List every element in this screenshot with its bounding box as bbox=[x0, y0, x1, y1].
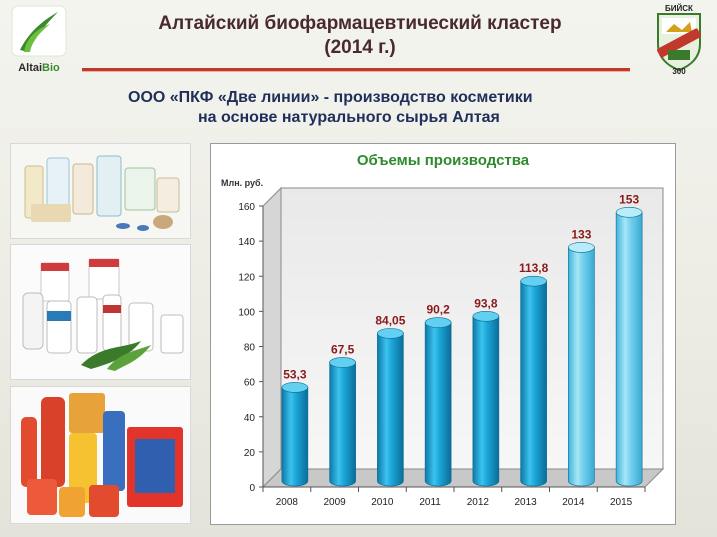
x-tick-label-2008: 2008 bbox=[276, 497, 299, 508]
product-photo-spa-line bbox=[10, 143, 191, 239]
page-title: Алтайский биофармацевтический кластер (2… bbox=[120, 12, 600, 60]
bar-cap bbox=[281, 382, 309, 393]
y-tick-label: 60 bbox=[244, 378, 256, 389]
x-tick-label-2011: 2011 bbox=[419, 497, 441, 508]
bar-cap bbox=[520, 275, 547, 287]
bar-2008 bbox=[281, 382, 309, 487]
chart-title: Объемы производства bbox=[356, 152, 530, 169]
title-line-2: (2014 г.) bbox=[324, 37, 396, 58]
product-photo-gift-sets bbox=[10, 386, 191, 524]
x-tick-label-2012: 2012 bbox=[467, 497, 490, 508]
bar-2015 bbox=[615, 206, 643, 487]
x-tick-label-2013: 2013 bbox=[515, 497, 538, 508]
y-tick-label: 20 bbox=[244, 448, 256, 459]
bar-2014 bbox=[568, 242, 595, 487]
subtitle-line-1: ООО «ПКФ «Две линии» - производство косм… bbox=[128, 89, 533, 106]
bar-cap bbox=[424, 317, 452, 328]
bar-body bbox=[329, 362, 356, 487]
plot-side-wall bbox=[262, 186, 282, 489]
emblem-bottom-text: 300 bbox=[672, 67, 686, 76]
bar-2011 bbox=[424, 317, 452, 487]
leaf-icon bbox=[11, 5, 67, 57]
y-tick-label: 100 bbox=[238, 307, 255, 318]
production-chart: Объемы производства Млн. руб. 0 20 40 60 80 1… bbox=[210, 143, 676, 525]
data-label-2010: 84,05 bbox=[375, 313, 405, 327]
plot-floor bbox=[261, 468, 665, 488]
bar-body bbox=[377, 333, 404, 487]
bar-body bbox=[281, 387, 309, 487]
coat-of-arms-icon bbox=[657, 13, 701, 72]
data-label-2012: 93,8 bbox=[474, 296, 498, 310]
bar-2013 bbox=[520, 275, 547, 487]
data-label-2014: 133 bbox=[571, 227, 591, 241]
x-tick-label-2014: 2014 bbox=[562, 497, 585, 508]
bar-2010 bbox=[377, 328, 404, 487]
y-axis-unit-label: Млн. руб. bbox=[221, 178, 264, 188]
x-axis-ticks: 2008 2009 2010 2011 2012 2013 2014 2015 bbox=[262, 487, 646, 508]
title-divider-shadow bbox=[82, 71, 630, 72]
y-tick-label: 40 bbox=[244, 413, 256, 424]
data-label-2008: 53,3 bbox=[283, 367, 307, 381]
biysk-emblem: БИЙСК 300 bbox=[646, 4, 712, 76]
data-label-2011: 90,2 bbox=[426, 303, 450, 317]
bar-body bbox=[615, 211, 643, 487]
x-tick-label-2009: 2009 bbox=[324, 497, 347, 508]
bar-body bbox=[424, 322, 452, 487]
y-tick-label: 160 bbox=[238, 202, 255, 213]
y-axis-ticks: 0 20 40 60 80 100 120 140 160 bbox=[238, 202, 263, 494]
bar-chart-plot: 0 20 40 60 80 100 120 140 160 53,3 67,5 84,05 90,2 9… bbox=[238, 186, 665, 508]
bars-group: 53,3 67,5 84,05 90,2 93,8 113,8 133 153 bbox=[281, 192, 643, 487]
logo-text-bio: Bio bbox=[42, 62, 60, 74]
product-photo-cream-line bbox=[10, 244, 191, 380]
subtitle-line-2: на основе натурального сырья Алтая bbox=[198, 109, 500, 126]
y-tick-label: 80 bbox=[244, 343, 256, 354]
y-tick-label: 0 bbox=[249, 483, 255, 494]
altaibio-logo-text: AltaiBio bbox=[6, 62, 72, 74]
bar-cap bbox=[472, 310, 500, 322]
bar-cap bbox=[615, 206, 643, 218]
bar-cap bbox=[568, 242, 595, 253]
bar-cap bbox=[329, 357, 356, 368]
company-subtitle: ООО «ПКФ «Две линии» - производство косм… bbox=[100, 88, 640, 128]
data-label-2015: 153 bbox=[619, 192, 639, 206]
bar-cap bbox=[377, 328, 404, 339]
data-label-2013: 113,8 bbox=[519, 261, 549, 275]
x-tick-label-2010: 2010 bbox=[371, 497, 394, 508]
title-line-1: Алтайский биофармацевтический кластер bbox=[158, 13, 562, 34]
logo-text-altai: Altai bbox=[18, 62, 43, 74]
bar-body bbox=[520, 280, 547, 487]
bar-body bbox=[568, 247, 595, 487]
plot-walls bbox=[261, 186, 665, 489]
title-divider bbox=[82, 68, 630, 71]
x-tick-label-2015: 2015 bbox=[610, 497, 633, 508]
y-tick-label: 140 bbox=[238, 237, 255, 248]
data-label-2009: 67,5 bbox=[331, 342, 355, 356]
y-tick-label: 120 bbox=[238, 272, 255, 283]
bar-body bbox=[472, 315, 500, 487]
emblem-top-text: БИЙСК bbox=[665, 4, 693, 13]
altaibio-logo: AltaiBio bbox=[6, 4, 72, 74]
bar-2012 bbox=[472, 310, 500, 487]
bar-2009 bbox=[329, 357, 356, 487]
